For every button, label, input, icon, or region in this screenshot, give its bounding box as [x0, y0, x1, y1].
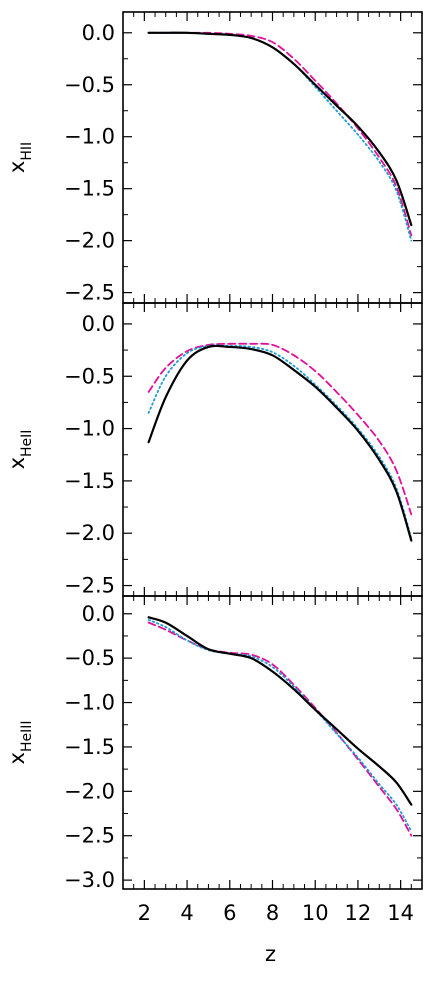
ytick-label: −2.5 [64, 574, 115, 598]
plot-frame-bottom [122, 595, 423, 890]
ytick-label: 0.0 [82, 21, 115, 45]
ytick-label: −2.0 [64, 229, 115, 253]
series-line-solid [147, 31, 413, 227]
ytick-label: −3.0 [64, 868, 115, 892]
ytick-label: 0.0 [82, 602, 115, 626]
ytick-label: −0.5 [64, 646, 115, 670]
ytick-label: −1.0 [64, 125, 115, 149]
xtick-label: 2 [138, 901, 151, 925]
ytick-label: −1.0 [64, 691, 115, 715]
ytick-label: −0.5 [64, 73, 115, 97]
y-axis-label-main: x [5, 752, 29, 764]
y-axis-label-bottom: xHeIII [5, 721, 35, 765]
series-line-dashed [147, 31, 413, 237]
y-axis-label-top: xHII [5, 142, 35, 173]
y-axis-label-subscript: HeIII [19, 721, 35, 753]
series-line-dashed [147, 621, 413, 837]
xtick-label: 10 [302, 901, 329, 925]
series-line-solid [147, 344, 413, 542]
ytick-label: −0.5 [64, 364, 115, 388]
series-line-dotted [147, 344, 413, 540]
y-axis-label-subscript: HeII [19, 430, 35, 457]
panel-middle: 0.0 −0.5 −1.0 −1.5 −2.0 −2.5 xHeII [5, 302, 423, 598]
y-axis-label-middle: xHeII [5, 430, 35, 470]
ytick-label: −1.5 [64, 177, 115, 201]
xtick-label: 12 [345, 901, 372, 925]
ytick-label: −2.0 [64, 521, 115, 545]
xtick-label: 4 [180, 901, 193, 925]
panel-bottom: 0.0 −0.5 −1.0 −1.5 −2.0 −2.5 −3.0 2 4 6 8 10 12 14 z xH… [5, 595, 423, 966]
plot-frame-middle [122, 302, 423, 597]
series-line-dotted [147, 619, 413, 833]
series-line-dashed [147, 342, 413, 516]
ytick-label: −1.5 [64, 735, 115, 759]
y-axis-label-subscript: HII [19, 142, 35, 161]
panel-top: 0.0 −0.5 −1.0 −1.5 −2.0 −2.5 xHII [5, 11, 423, 305]
x-axis-label: z [265, 942, 276, 966]
y-axis-label-main: x [5, 457, 29, 469]
y-axis-label-main: x [5, 161, 29, 173]
ytick-label: −1.0 [64, 417, 115, 441]
ytick-label: −2.5 [64, 281, 115, 305]
ytick-label: −1.5 [64, 469, 115, 493]
ytick-label: −2.5 [64, 824, 115, 848]
xtick-label: 14 [387, 901, 414, 925]
ytick-label: −2.0 [64, 779, 115, 803]
xtick-label: 6 [223, 901, 236, 925]
ytick-label: 0.0 [82, 312, 115, 336]
xtick-label: 8 [266, 901, 279, 925]
series-line-dotted [147, 31, 413, 242]
series-line-solid [147, 616, 413, 806]
